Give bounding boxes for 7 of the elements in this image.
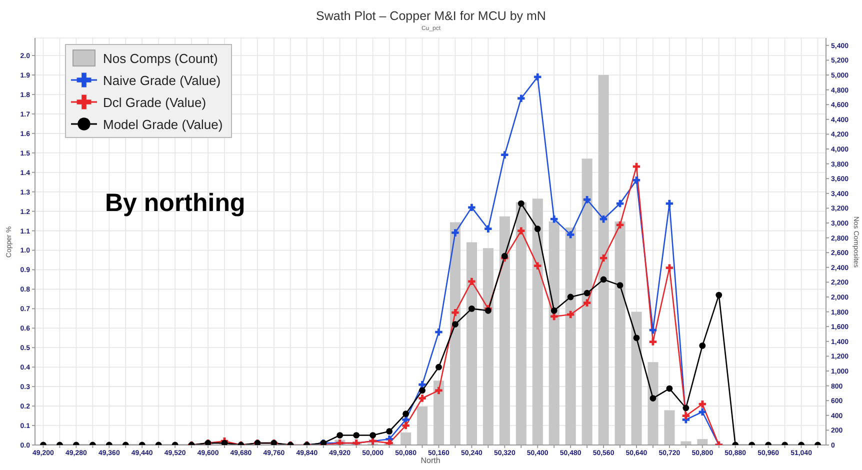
legend-label: Naive Grade (Value) — [103, 72, 221, 88]
legend-label: Nos Comps (Count) — [103, 50, 218, 66]
chart-title: Swath Plot – Copper M&I for MCU by mN — [315, 9, 547, 24]
x-axis-title: North — [420, 456, 440, 465]
legend-label: Model Grade (Value) — [103, 116, 223, 132]
annotation: By northing — [105, 188, 246, 218]
legend-label: Dcl Grade (Value) — [103, 94, 206, 110]
